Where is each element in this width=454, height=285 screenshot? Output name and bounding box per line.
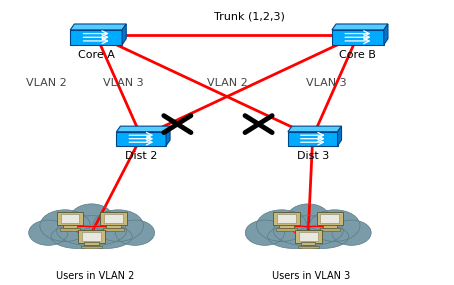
- Ellipse shape: [287, 204, 329, 231]
- FancyBboxPatch shape: [320, 228, 340, 231]
- Ellipse shape: [268, 225, 321, 249]
- FancyBboxPatch shape: [103, 228, 123, 231]
- FancyBboxPatch shape: [82, 232, 101, 241]
- FancyBboxPatch shape: [295, 230, 321, 243]
- FancyBboxPatch shape: [63, 225, 77, 228]
- FancyBboxPatch shape: [276, 228, 297, 231]
- Polygon shape: [116, 126, 170, 132]
- Polygon shape: [122, 24, 126, 45]
- Ellipse shape: [273, 216, 343, 246]
- Ellipse shape: [57, 216, 127, 246]
- Ellipse shape: [296, 225, 349, 249]
- FancyBboxPatch shape: [277, 214, 296, 223]
- Polygon shape: [332, 24, 388, 30]
- FancyBboxPatch shape: [79, 230, 105, 243]
- Text: VLAN 2: VLAN 2: [207, 78, 247, 88]
- FancyBboxPatch shape: [273, 212, 300, 225]
- Ellipse shape: [71, 204, 113, 231]
- Ellipse shape: [93, 210, 143, 241]
- Polygon shape: [384, 24, 388, 45]
- FancyBboxPatch shape: [84, 242, 99, 245]
- FancyBboxPatch shape: [316, 212, 343, 225]
- FancyBboxPatch shape: [321, 214, 339, 223]
- Polygon shape: [288, 132, 338, 146]
- Polygon shape: [332, 30, 384, 45]
- FancyBboxPatch shape: [100, 212, 127, 225]
- FancyBboxPatch shape: [60, 214, 79, 223]
- Ellipse shape: [51, 225, 104, 249]
- FancyBboxPatch shape: [104, 214, 123, 223]
- Ellipse shape: [29, 220, 68, 245]
- Text: VLAN 3: VLAN 3: [306, 78, 346, 88]
- FancyBboxPatch shape: [81, 246, 102, 248]
- Text: Dist 3: Dist 3: [296, 151, 329, 161]
- Ellipse shape: [257, 210, 307, 241]
- Text: VLAN 3: VLAN 3: [103, 78, 143, 88]
- FancyBboxPatch shape: [323, 225, 337, 228]
- FancyBboxPatch shape: [301, 242, 316, 245]
- Polygon shape: [338, 126, 341, 146]
- Text: Core A: Core A: [78, 50, 114, 60]
- Text: Trunk (1,2,3): Trunk (1,2,3): [214, 12, 285, 22]
- Ellipse shape: [245, 220, 285, 245]
- Text: Dist 2: Dist 2: [125, 151, 158, 161]
- Ellipse shape: [310, 210, 360, 241]
- Text: Users in VLAN 3: Users in VLAN 3: [272, 271, 350, 281]
- Polygon shape: [70, 30, 122, 45]
- Ellipse shape: [40, 210, 90, 241]
- Polygon shape: [70, 24, 126, 30]
- FancyBboxPatch shape: [106, 225, 121, 228]
- FancyBboxPatch shape: [279, 225, 294, 228]
- FancyBboxPatch shape: [298, 246, 319, 248]
- FancyBboxPatch shape: [57, 212, 83, 225]
- FancyBboxPatch shape: [59, 228, 80, 231]
- Polygon shape: [288, 126, 341, 132]
- Ellipse shape: [115, 220, 154, 245]
- Text: Core B: Core B: [340, 50, 376, 60]
- Text: Users in VLAN 2: Users in VLAN 2: [55, 271, 134, 281]
- Ellipse shape: [79, 225, 132, 249]
- Text: VLAN 2: VLAN 2: [26, 78, 67, 88]
- FancyBboxPatch shape: [299, 232, 318, 241]
- Polygon shape: [116, 132, 166, 146]
- Polygon shape: [166, 126, 170, 146]
- Ellipse shape: [332, 220, 371, 245]
